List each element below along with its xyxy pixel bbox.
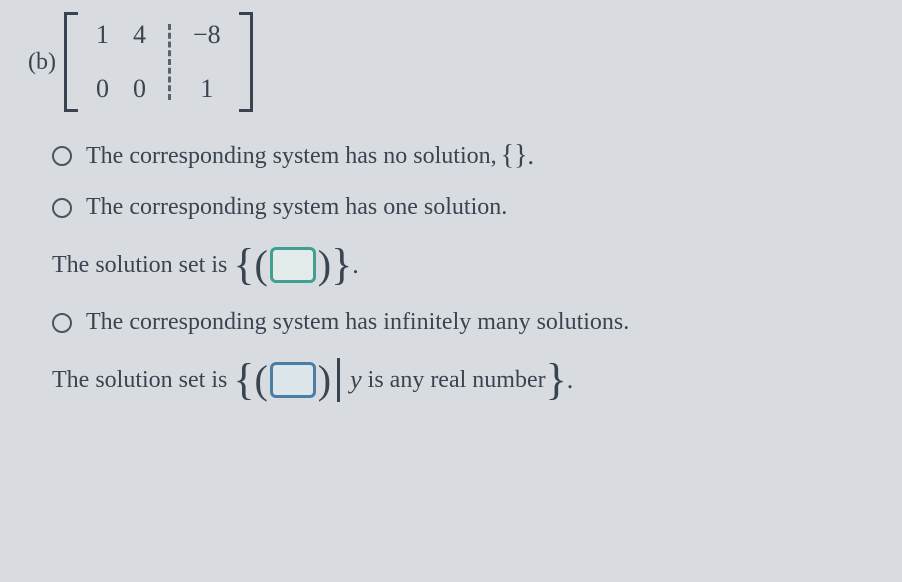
options-group: The corresponding system has no solution… xyxy=(28,140,882,402)
answer-input[interactable] xyxy=(270,247,316,283)
solution-set-infinite: The solution set is { ( ) y is any real … xyxy=(52,358,882,402)
brace-left: { xyxy=(233,358,254,402)
such-that-bar xyxy=(337,358,340,402)
radio-icon[interactable] xyxy=(52,146,72,166)
option-text: The corresponding system has one solutio… xyxy=(86,194,507,221)
part-label: (b) xyxy=(28,49,56,76)
variable-y: y xyxy=(350,367,362,393)
matrix-col-aug: −8 1 xyxy=(181,20,233,104)
brace-left: { xyxy=(233,243,254,287)
paren-right: ) xyxy=(318,245,331,285)
solution-lead: The solution set is xyxy=(52,367,227,394)
set-braces: { ( ) y is any real number } xyxy=(233,358,566,402)
option-text: The corresponding system has infinitely … xyxy=(86,309,629,336)
period: . xyxy=(528,141,535,171)
bracket-right xyxy=(239,12,253,112)
option-no-solution[interactable]: The corresponding system has no solution… xyxy=(52,140,882,172)
matrix-cell: 0 xyxy=(133,74,146,104)
period: . xyxy=(567,365,574,395)
condition-text: is any real number xyxy=(368,368,546,392)
matrix-cell: 4 xyxy=(133,20,146,50)
matrix-cell: 0 xyxy=(96,74,109,104)
option-infinite-solutions[interactable]: The corresponding system has infinitely … xyxy=(52,309,882,336)
radio-icon[interactable] xyxy=(52,198,72,218)
matrix-body: 1 0 4 0 −8 1 xyxy=(78,12,239,112)
bracket-left xyxy=(64,12,78,112)
paren-left: ( xyxy=(254,245,267,285)
empty-set-symbol: {} xyxy=(501,140,528,172)
matrix-col-2: 4 0 xyxy=(121,20,158,104)
matrix-divider xyxy=(168,24,171,100)
paren-left: ( xyxy=(254,360,267,400)
paren-right: ) xyxy=(318,360,331,400)
set-braces: { ( ) } xyxy=(233,243,352,287)
augmented-matrix: 1 0 4 0 −8 1 xyxy=(64,12,253,112)
option-one-solution[interactable]: The corresponding system has one solutio… xyxy=(52,194,882,221)
matrix-cell: 1 xyxy=(200,74,213,104)
solution-lead: The solution set is xyxy=(52,252,227,279)
brace-right: } xyxy=(546,358,567,402)
answer-input[interactable] xyxy=(270,362,316,398)
problem-row: (b) 1 0 4 0 −8 1 xyxy=(28,12,882,112)
solution-set-one: The solution set is { ( ) } . xyxy=(52,243,882,287)
matrix-col-1: 1 0 xyxy=(84,20,121,104)
radio-icon[interactable] xyxy=(52,313,72,333)
brace-right: } xyxy=(331,243,352,287)
matrix-cell: 1 xyxy=(96,20,109,50)
option-text: The corresponding system has no solution… xyxy=(86,143,497,170)
matrix-cell: −8 xyxy=(193,20,221,50)
period: . xyxy=(352,250,359,280)
